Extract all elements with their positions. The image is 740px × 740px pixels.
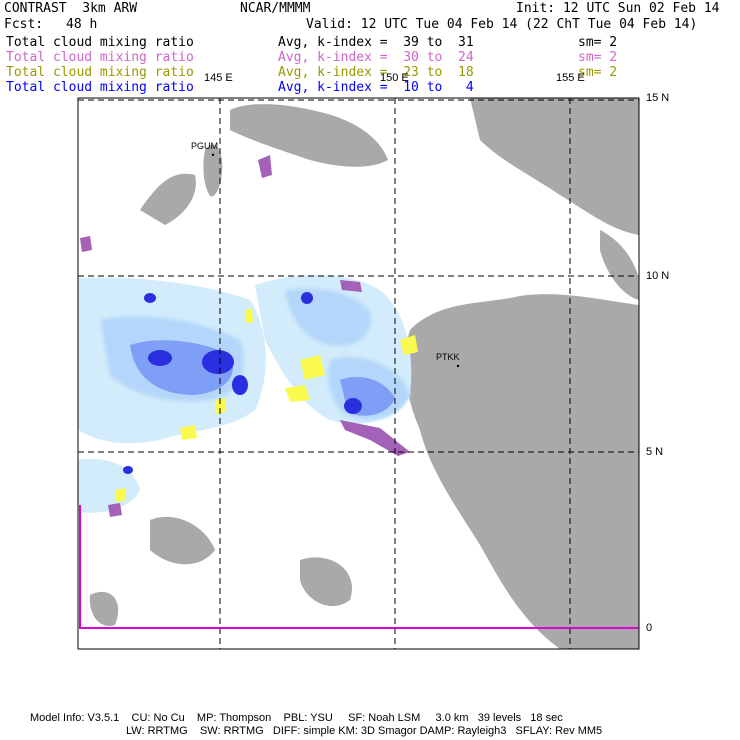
yellow-patch-5 xyxy=(245,308,253,323)
yellow-patch-2 xyxy=(285,385,310,402)
legend-sm: sm= 2 xyxy=(578,50,618,65)
yellow-patch-4 xyxy=(215,398,226,414)
init-time: Init: 12 UTC Sun 02 Feb 14 xyxy=(516,1,720,16)
land-southeast-blob xyxy=(300,557,352,607)
cloud-core-center xyxy=(301,292,313,304)
legend-field: Total cloud mixing ratio xyxy=(6,65,194,80)
land-east xyxy=(404,294,639,649)
cloud-core-west-2 xyxy=(202,350,234,374)
station-marker-ptkk xyxy=(456,364,460,368)
cloud-core-southwest xyxy=(123,466,133,474)
legend-field: Total cloud mixing ratio xyxy=(6,50,194,65)
land-areas xyxy=(89,98,639,649)
yellow-patch-6 xyxy=(115,488,126,502)
lon-label-145: 145 E xyxy=(204,72,233,84)
forecast-hours: 48 h xyxy=(66,17,98,32)
legend-sm: sm= 2 xyxy=(578,65,618,80)
legend-stat: Avg, k-index = 39 to 31 xyxy=(278,35,474,50)
land-northwest xyxy=(140,173,196,225)
map-frame xyxy=(77,97,640,650)
station-label-ptkk: PTKK xyxy=(436,352,460,362)
land-mariana xyxy=(203,144,223,197)
cloud-core-north xyxy=(144,293,156,303)
lon-label-155: 155 E xyxy=(556,72,585,84)
model-info-line2: LW: RRTMG SW: RRTMG DIFF: simple KM: 3D … xyxy=(126,725,603,737)
domain-boundary xyxy=(79,505,639,629)
yellow-patch-7 xyxy=(180,425,197,440)
weather-map: PGUM PTKK xyxy=(77,97,640,650)
station-marker-pgum xyxy=(211,153,215,156)
legend-field: Total cloud mixing ratio xyxy=(6,80,194,95)
organization: NCAR/MMMM xyxy=(240,1,311,16)
purple-patch-2 xyxy=(258,155,272,178)
purple-patch-1 xyxy=(340,420,410,456)
legend-stat: Avg, k-index = 10 to 4 xyxy=(278,80,474,95)
lat-label-15n: 15 N xyxy=(646,92,670,104)
purple-patch-5 xyxy=(340,280,362,292)
lon-label-150: 150 E xyxy=(380,72,409,84)
legend-field: Total cloud mixing ratio xyxy=(6,35,194,50)
legend-sm: sm= 2 xyxy=(578,35,618,50)
land-east-strip xyxy=(600,230,639,300)
valid-time: Valid: 12 UTC Tue 04 Feb 14 (22 ChT Tue … xyxy=(306,17,698,32)
legend-stat: Avg, k-index = 30 to 24 xyxy=(278,50,474,65)
cloud-core-southeast xyxy=(344,398,362,414)
land-northeast xyxy=(470,98,639,235)
model-info-line1: Model Info: V3.5.1 CU: No Cu MP: Thompso… xyxy=(30,712,563,724)
threshold-patches xyxy=(80,155,418,517)
cloud-core-west-3 xyxy=(232,375,248,395)
legend-stat: Avg, k-index = 23 to 18 xyxy=(278,65,474,80)
forecast-label: Fcst: xyxy=(4,17,44,32)
station-label-pgum: PGUM xyxy=(191,141,218,151)
graticule xyxy=(78,98,639,649)
land-north-ridge xyxy=(230,104,388,167)
lat-label-5n: 5 N xyxy=(646,446,664,458)
yellow-patch-3 xyxy=(400,335,418,355)
cloud-core-west-1 xyxy=(148,350,172,366)
purple-patch-3 xyxy=(80,236,92,252)
land-south-west xyxy=(150,516,215,565)
station-layer: PGUM PTKK xyxy=(191,141,460,368)
land-bottom-left xyxy=(89,591,119,626)
model-title: CONTRAST 3km ARW xyxy=(4,1,138,16)
lat-label-10n: 10 N xyxy=(646,270,670,282)
lat-label-equator: 0 xyxy=(646,622,653,634)
purple-patch-4 xyxy=(108,503,122,517)
yellow-patch-1 xyxy=(300,355,325,380)
